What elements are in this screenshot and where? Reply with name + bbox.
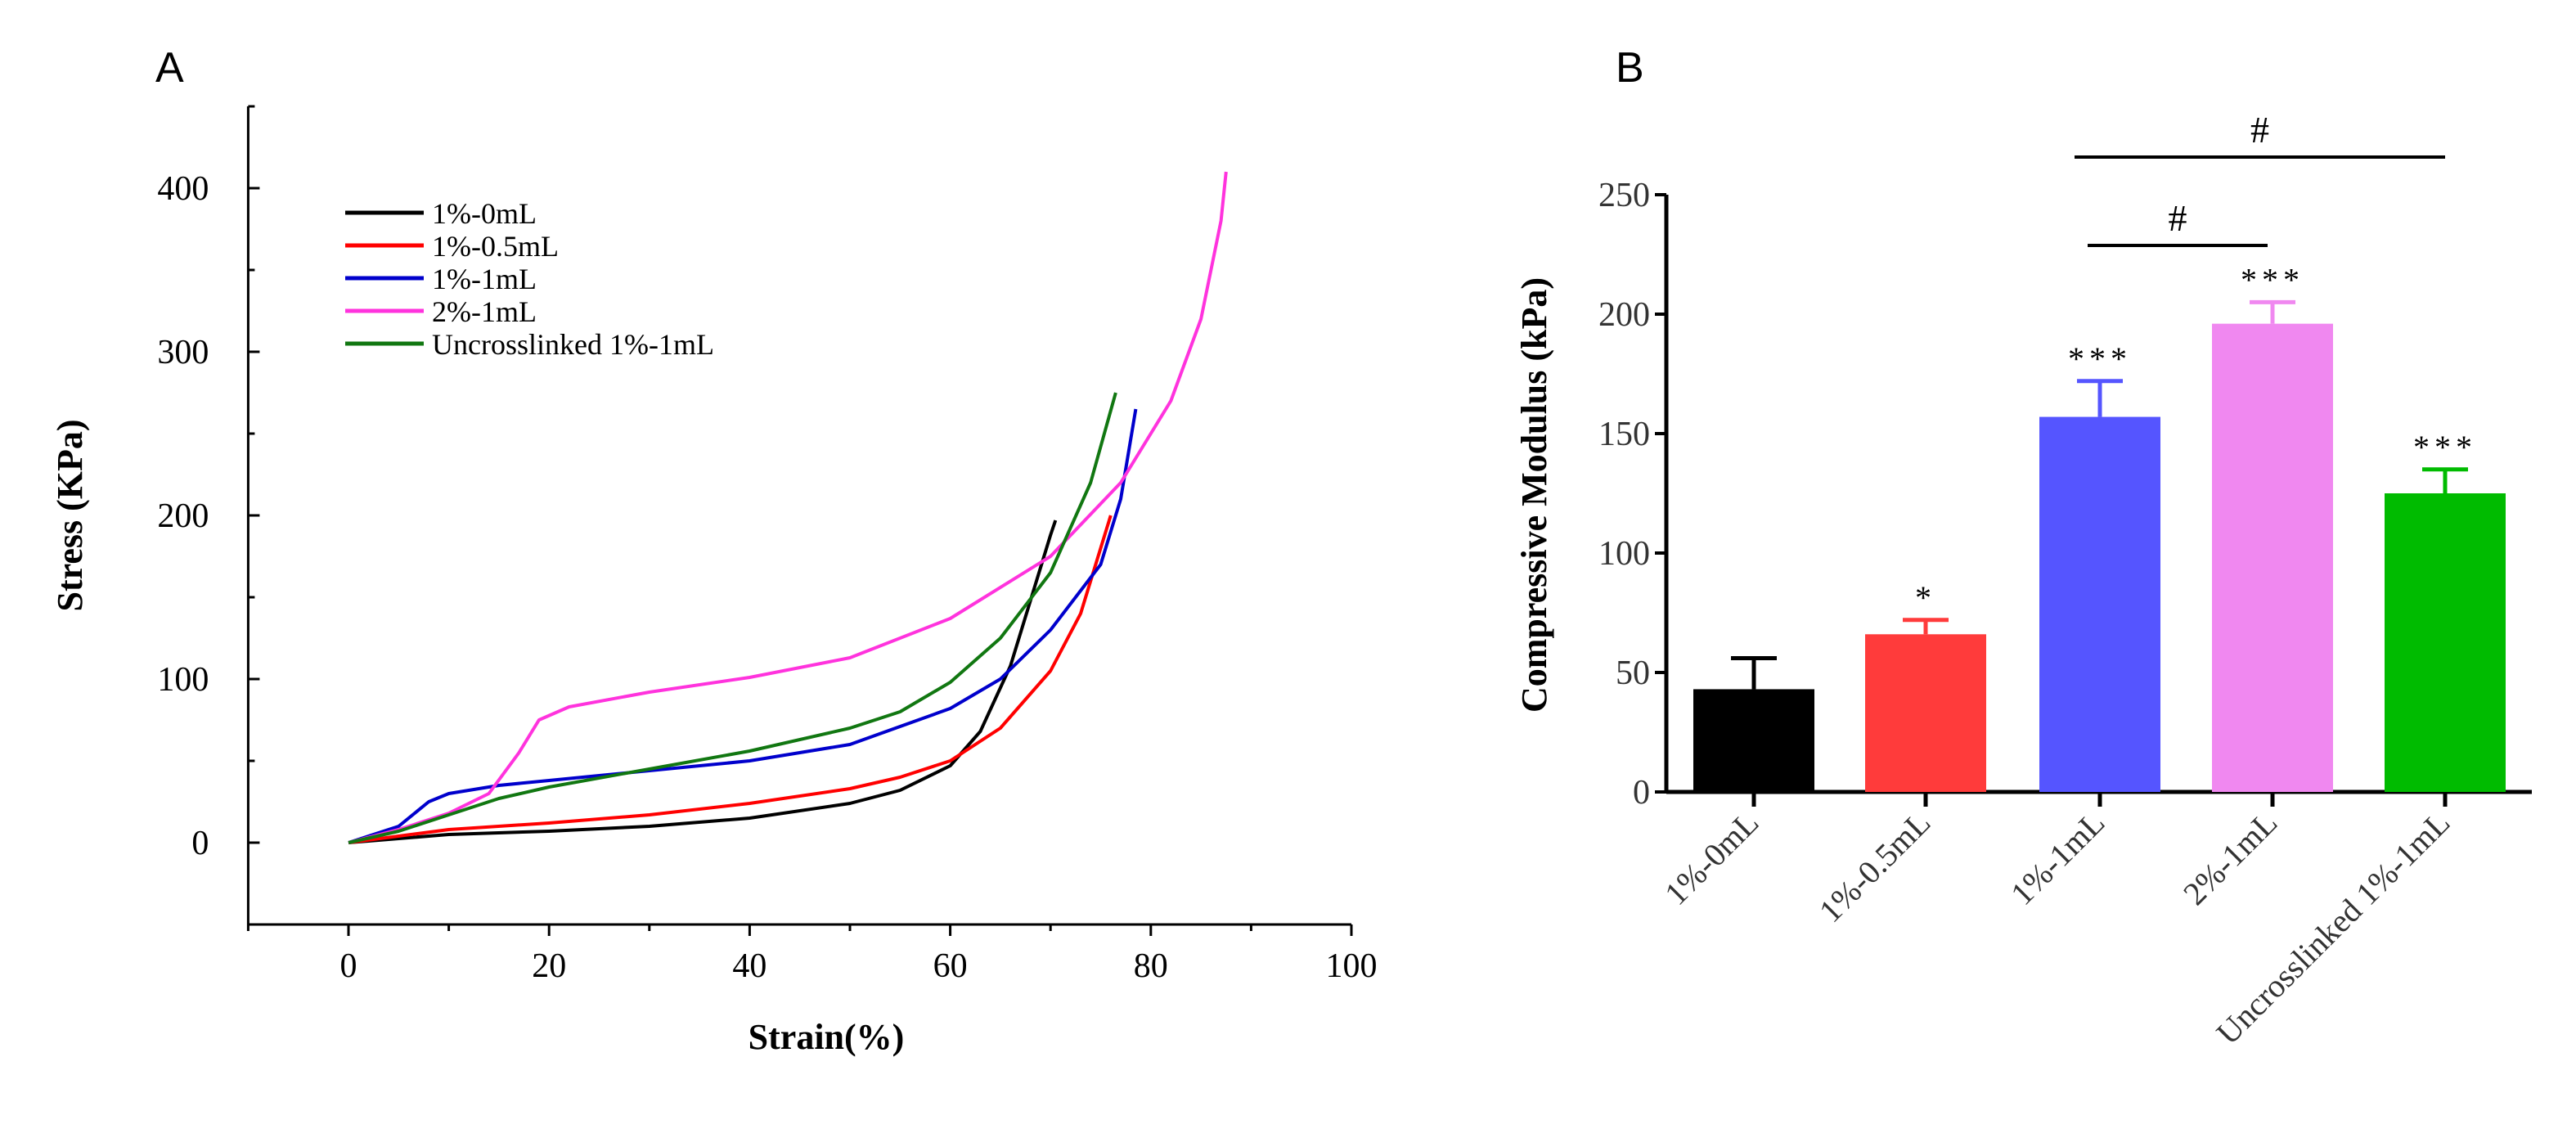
- y-tick-label: 50: [1616, 654, 1650, 692]
- significance-1: *: [1915, 579, 1936, 616]
- y-tick-label: 100: [157, 661, 209, 699]
- x-tick-label-1: 1%-0.5mL: [1812, 804, 1938, 930]
- significance-3: ***: [2241, 261, 2304, 298]
- x-tick-label-2: 1%-1mL: [2003, 804, 2111, 912]
- bar-2: [2039, 416, 2160, 792]
- y-tick-label: 0: [191, 825, 209, 862]
- x-tick-label: 100: [1326, 947, 1378, 985]
- bar-4: [2385, 493, 2506, 792]
- series-line-4: [348, 392, 1117, 844]
- legend-label-3: 2%-1mL: [432, 295, 537, 328]
- significance-bracket-label-1: #: [2169, 197, 2187, 239]
- legend-label-0: 1%-0mL: [432, 197, 537, 230]
- x-tick-label: 40: [732, 947, 767, 985]
- chart-a-xlabel: Strain(%): [749, 1017, 905, 1057]
- y-tick-label: 200: [1598, 296, 1650, 334]
- y-tick-label: 200: [157, 497, 209, 535]
- significance-bracket-label-0: #: [2250, 109, 2269, 151]
- chart-b-ylabel: Compressive Modulus (kPa): [1514, 277, 1554, 713]
- y-tick-label: 400: [157, 170, 209, 208]
- bar-0: [1693, 689, 1814, 792]
- x-tick-label: 80: [1134, 947, 1168, 985]
- significance-2: ***: [2068, 340, 2132, 377]
- y-tick-label: 150: [1598, 416, 1650, 453]
- x-tick-label-0: 1%-0mL: [1657, 804, 1765, 912]
- x-tick-label: 20: [532, 947, 566, 985]
- chart-b-compressive-modulus: 0 50 100 150 200 250 1%-0mL 1%-0.5mL * 1%-1mL *** 2…: [1598, 109, 2532, 1051]
- x-tick-label: 0: [340, 947, 357, 985]
- legend-label-1: 1%-0.5mL: [432, 230, 559, 263]
- bar-1: [1865, 634, 1986, 792]
- y-tick-label: 100: [1598, 535, 1650, 573]
- significance-4: ***: [2413, 429, 2477, 466]
- series-line-3: [348, 171, 1228, 844]
- x-tick-label-3: 2%-1mL: [2176, 804, 2284, 912]
- bar-3: [2212, 323, 2333, 792]
- panel-label-a: A: [155, 44, 184, 92]
- legend-label-2: 1%-1mL: [432, 263, 537, 295]
- legend-label-4: Uncrosslinked 1%-1mL: [432, 328, 714, 361]
- y-tick-label: 250: [1598, 177, 1650, 214]
- y-tick-label: 300: [157, 334, 209, 371]
- panel-label-b: B: [1616, 44, 1644, 92]
- x-tick-label: 60: [933, 947, 968, 985]
- series-line-1: [348, 515, 1113, 844]
- series-line-2: [348, 408, 1138, 844]
- chart-a-ylabel: Stress (KPa): [50, 419, 90, 611]
- chart-a-stress-strain: 0 100 200 300 400 0 20 40 60 80 100 1%-0mL1%-0.5mL1…: [157, 105, 1378, 985]
- y-tick-label: 0: [1633, 774, 1650, 812]
